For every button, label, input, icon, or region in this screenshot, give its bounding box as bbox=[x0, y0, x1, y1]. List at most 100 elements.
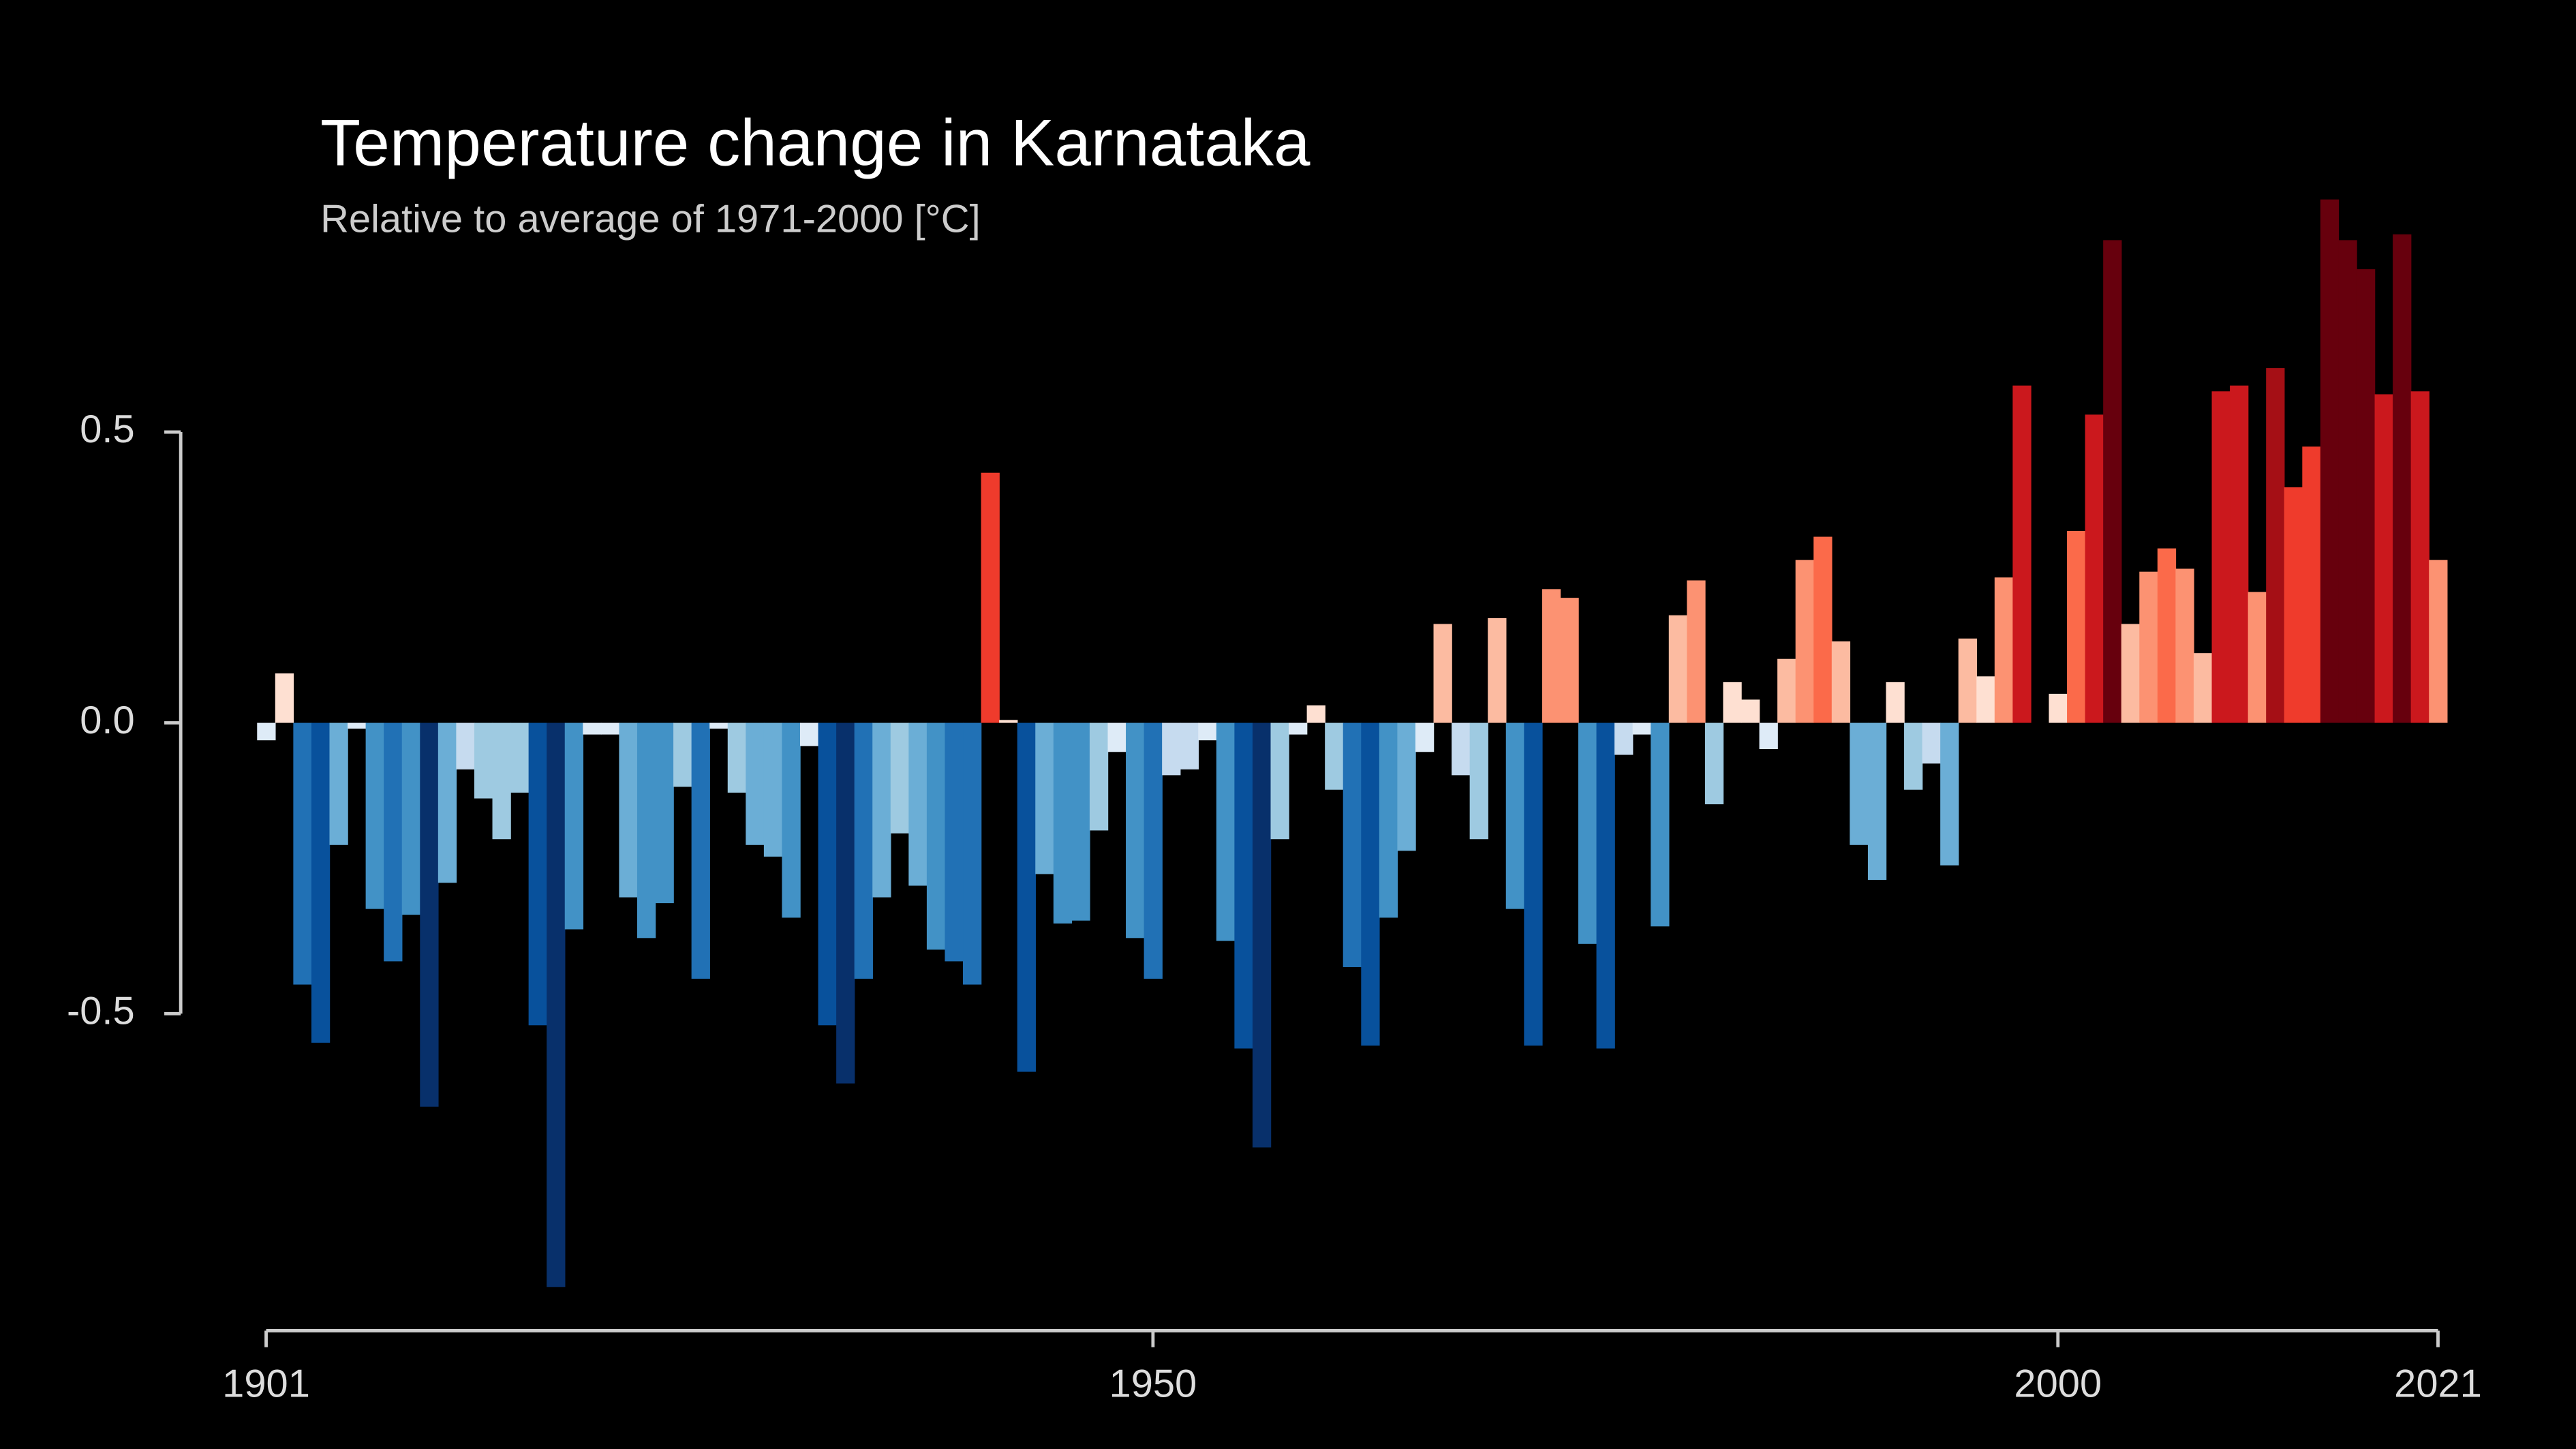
bar bbox=[926, 722, 946, 950]
bar bbox=[1379, 722, 1398, 918]
bar bbox=[2302, 446, 2321, 723]
bar bbox=[1107, 722, 1126, 752]
bar bbox=[945, 722, 964, 962]
bar bbox=[2157, 548, 2177, 723]
bar bbox=[1741, 699, 1760, 723]
bar bbox=[655, 722, 674, 904]
bar bbox=[1180, 722, 1199, 769]
bar bbox=[510, 722, 530, 793]
bar bbox=[1415, 722, 1435, 752]
bar bbox=[1306, 705, 1325, 723]
bar bbox=[999, 720, 1018, 723]
bar bbox=[799, 722, 819, 746]
bar bbox=[1795, 560, 1814, 723]
bar bbox=[1361, 722, 1380, 1046]
bar bbox=[1922, 722, 1941, 764]
bar bbox=[619, 722, 638, 898]
bar bbox=[1452, 722, 1471, 776]
bar bbox=[438, 722, 457, 883]
bar bbox=[1632, 722, 1651, 735]
bar bbox=[2393, 234, 2412, 723]
x-tick-label: 2000 bbox=[2014, 1362, 2102, 1406]
bar bbox=[1651, 722, 1670, 927]
bar bbox=[1886, 682, 1905, 723]
bar bbox=[2211, 391, 2230, 723]
bar bbox=[2230, 385, 2249, 723]
chart-title: Temperature change in Karnataka bbox=[320, 106, 1310, 179]
bar bbox=[1668, 615, 1688, 723]
bar bbox=[836, 722, 855, 1084]
bar bbox=[1940, 722, 1959, 866]
bar bbox=[1867, 722, 1887, 880]
x-tick-label: 1950 bbox=[1109, 1362, 1197, 1406]
bar bbox=[384, 722, 403, 962]
bar bbox=[890, 722, 910, 834]
bar bbox=[365, 722, 384, 909]
bar bbox=[1542, 589, 1561, 723]
bar bbox=[1397, 722, 1416, 851]
bar bbox=[1596, 722, 1615, 1049]
bar bbox=[1071, 722, 1090, 921]
bar bbox=[1126, 722, 1145, 939]
bar bbox=[2049, 693, 2068, 723]
bar bbox=[1777, 658, 1796, 723]
bar bbox=[564, 722, 584, 930]
bar bbox=[1687, 580, 1706, 723]
bar bbox=[583, 722, 602, 735]
bar bbox=[1578, 722, 1597, 944]
bar bbox=[2410, 391, 2429, 723]
bar bbox=[1994, 577, 2014, 723]
bar bbox=[2284, 487, 2303, 723]
bar bbox=[1216, 722, 1236, 941]
bar bbox=[637, 722, 656, 939]
y-tick-label: -0.5 bbox=[67, 990, 135, 1033]
bar bbox=[600, 722, 620, 735]
bar bbox=[1524, 722, 1543, 1046]
bar bbox=[329, 722, 348, 845]
bar bbox=[2175, 568, 2194, 723]
bar bbox=[782, 722, 801, 918]
bar bbox=[1289, 722, 1308, 735]
bar bbox=[401, 722, 421, 915]
bar bbox=[1958, 638, 1977, 723]
bar bbox=[2338, 240, 2357, 723]
bar bbox=[2429, 560, 2448, 723]
bar bbox=[1488, 617, 1507, 723]
bar bbox=[2121, 624, 2141, 723]
bar bbox=[1723, 682, 1742, 723]
bar bbox=[528, 722, 547, 1026]
bar bbox=[908, 722, 927, 886]
bar bbox=[1252, 722, 1272, 1148]
y-tick-label: 0.5 bbox=[80, 408, 134, 451]
bar bbox=[2248, 592, 2267, 723]
chart-subtitle: Relative to average of 1971-2000 [°C] bbox=[320, 198, 981, 241]
bar bbox=[1035, 722, 1054, 874]
bar bbox=[818, 722, 837, 1026]
bar bbox=[727, 722, 747, 793]
bar bbox=[420, 722, 439, 1107]
bar bbox=[1505, 722, 1525, 909]
bar bbox=[293, 722, 312, 985]
bar bbox=[763, 722, 783, 857]
bar bbox=[673, 722, 692, 787]
bar bbox=[456, 722, 475, 769]
bar bbox=[275, 673, 294, 723]
bar bbox=[311, 722, 331, 1043]
bar bbox=[547, 722, 566, 1287]
bar bbox=[257, 722, 276, 741]
bar bbox=[2356, 269, 2376, 723]
bar bbox=[1198, 722, 1217, 741]
bar bbox=[2085, 414, 2104, 723]
bar bbox=[1614, 722, 1634, 755]
bar bbox=[1560, 598, 1579, 723]
bar bbox=[2103, 240, 2122, 723]
bar bbox=[1759, 722, 1778, 749]
bar bbox=[981, 472, 1000, 723]
bar bbox=[1433, 624, 1452, 723]
bar bbox=[348, 722, 367, 729]
bar bbox=[1831, 641, 1851, 723]
bar bbox=[2266, 368, 2285, 723]
bar bbox=[872, 722, 891, 898]
